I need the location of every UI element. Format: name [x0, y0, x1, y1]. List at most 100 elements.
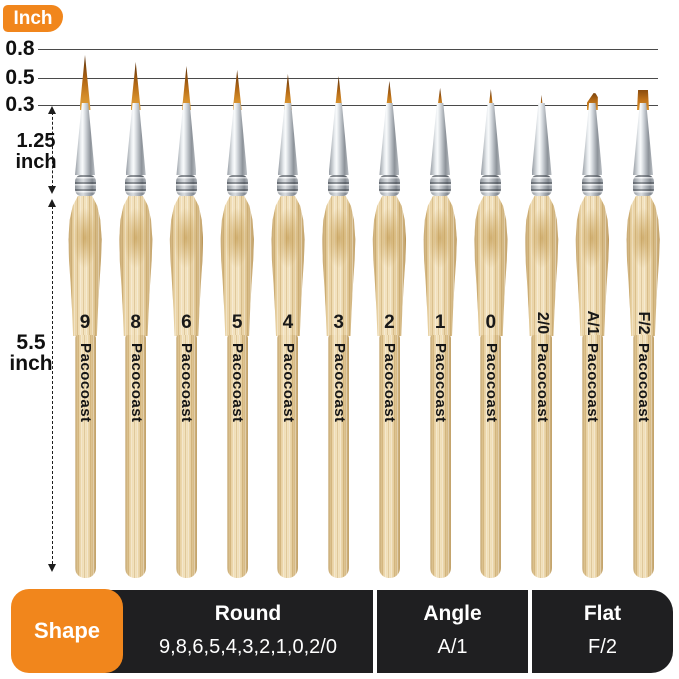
brush-brand-label: Pacocoast	[635, 343, 653, 423]
round-bristle-tip	[232, 70, 242, 110]
handle-bulge	[68, 196, 102, 336]
arrow-up-icon	[48, 106, 56, 114]
ruler-line-0-8	[38, 49, 658, 50]
legend-angle-title: Angle	[423, 602, 482, 625]
handle-bulge	[119, 196, 153, 336]
shape-label-box: Shape	[11, 589, 123, 673]
ferrule-crimp	[531, 175, 553, 196]
ferrule	[379, 103, 400, 175]
ferrule-crimp	[378, 175, 400, 196]
ferrule	[480, 103, 501, 175]
legend-round-sizes: 9,8,6,5,4,3,2,1,0,2/0	[159, 636, 337, 658]
brush-F-2: F/2 Pacocoast	[618, 0, 668, 679]
ferrule	[430, 103, 451, 175]
handle-shaft	[175, 335, 197, 578]
ferrule-crimp	[480, 175, 502, 196]
handle-shaft	[581, 335, 603, 578]
handle-shaft	[429, 335, 451, 578]
brush-brand-label: Pacocoast	[229, 343, 247, 423]
brush-size-label: 5	[231, 312, 243, 333]
ferrule	[633, 103, 654, 175]
tip-measure-line	[52, 112, 53, 188]
ferrule-crimp	[581, 175, 603, 196]
unit-badge: Inch	[3, 5, 63, 32]
tip-measure-unit: inch	[15, 151, 57, 173]
brush-brand-label: Pacocoast	[533, 343, 551, 423]
handle-bulge	[321, 196, 356, 336]
ferrule	[531, 103, 552, 175]
legend-round-title: Round	[214, 602, 282, 625]
brush-4: 4 Pacocoast	[263, 0, 313, 679]
handle-shaft	[125, 335, 147, 578]
handle-shaft	[480, 335, 502, 578]
brush-size-label: F/2	[635, 311, 653, 335]
brush-size-label: 4	[282, 312, 294, 333]
brush-size-label: 6	[181, 312, 192, 333]
handle-measure-line	[52, 206, 53, 564]
tick-label-0-8: 0.8	[5, 37, 35, 60]
brush-2-0: 2/0 Pacocoast	[517, 0, 567, 679]
brush-brand-label: Pacocoast	[482, 343, 500, 423]
handle-bulge	[372, 196, 407, 336]
brush-6: 6 Pacocoast	[161, 0, 211, 679]
legend-divider	[528, 590, 532, 673]
brush-brand-label: Pacocoast	[77, 343, 94, 423]
tick-label-0-3: 0.3	[5, 93, 35, 116]
round-bristle-tip	[334, 76, 343, 110]
brush-size-label: 2/0	[533, 311, 551, 335]
ferrule-crimp	[125, 175, 147, 196]
ferrule	[277, 103, 298, 175]
brush-size-label: 8	[130, 312, 141, 333]
ferrule-crimp	[226, 175, 248, 196]
round-bristle-tip	[540, 95, 544, 110]
tip-measure-value: 1.25	[16, 130, 56, 152]
handle-shaft	[277, 335, 299, 578]
brush-size-label: 1	[434, 312, 446, 333]
handle-bulge	[474, 196, 508, 336]
brush-size-label: 0	[485, 312, 497, 333]
tip-measure-label: 1.25 inch	[6, 131, 66, 173]
round-bristle-tip	[181, 66, 191, 110]
ferrule-crimp	[328, 175, 350, 196]
round-bristle-tip	[437, 88, 444, 110]
round-bristle-tip	[79, 55, 91, 110]
ferrule-crimp	[74, 175, 96, 196]
ferrule	[582, 103, 603, 175]
legend-divider	[373, 590, 377, 673]
handle-shaft	[531, 335, 553, 578]
round-bristle-tip	[283, 74, 292, 110]
brush-size-label: 2	[384, 312, 395, 333]
brush-brand-label: Pacocoast	[279, 343, 297, 423]
handle-shaft	[378, 335, 400, 578]
legend-angle-sizes: A/1	[437, 636, 468, 658]
brush-size-label: A/1	[584, 310, 602, 336]
ruler-line-0-5	[38, 78, 658, 79]
arrow-up-icon	[48, 199, 56, 207]
brush-brand-label: Pacocoast	[584, 343, 602, 423]
ferrule-crimp	[175, 175, 197, 196]
handle-bulge	[271, 196, 305, 336]
handle-measure-label: 5.5 inch	[1, 332, 61, 374]
handle-bulge	[575, 196, 609, 336]
handle-bulge	[626, 196, 660, 336]
handle-bulge	[220, 196, 254, 336]
legend-flat-title: Flat	[583, 602, 622, 625]
brush-2: 2 Pacocoast	[364, 0, 414, 679]
round-bristle-tip	[130, 62, 141, 110]
brush-brand-label: Pacocoast	[127, 343, 145, 423]
handle-bulge	[524, 196, 559, 336]
ferrule	[176, 103, 197, 175]
brush-A-1: A/1 Pacocoast	[567, 0, 617, 679]
brush-brand-label: Pacocoast	[432, 343, 450, 423]
legend-bar	[55, 590, 673, 673]
round-bristle-tip	[488, 89, 494, 110]
brush-size-label: 9	[79, 312, 91, 333]
ferrule	[125, 103, 146, 175]
handle-shaft	[226, 335, 248, 578]
handle-bulge	[423, 196, 457, 336]
brush-3: 3 Pacocoast	[314, 0, 364, 679]
ferrule	[328, 103, 349, 175]
handle-shaft	[328, 335, 350, 578]
legend-flat-sizes: F/2	[588, 636, 617, 658]
